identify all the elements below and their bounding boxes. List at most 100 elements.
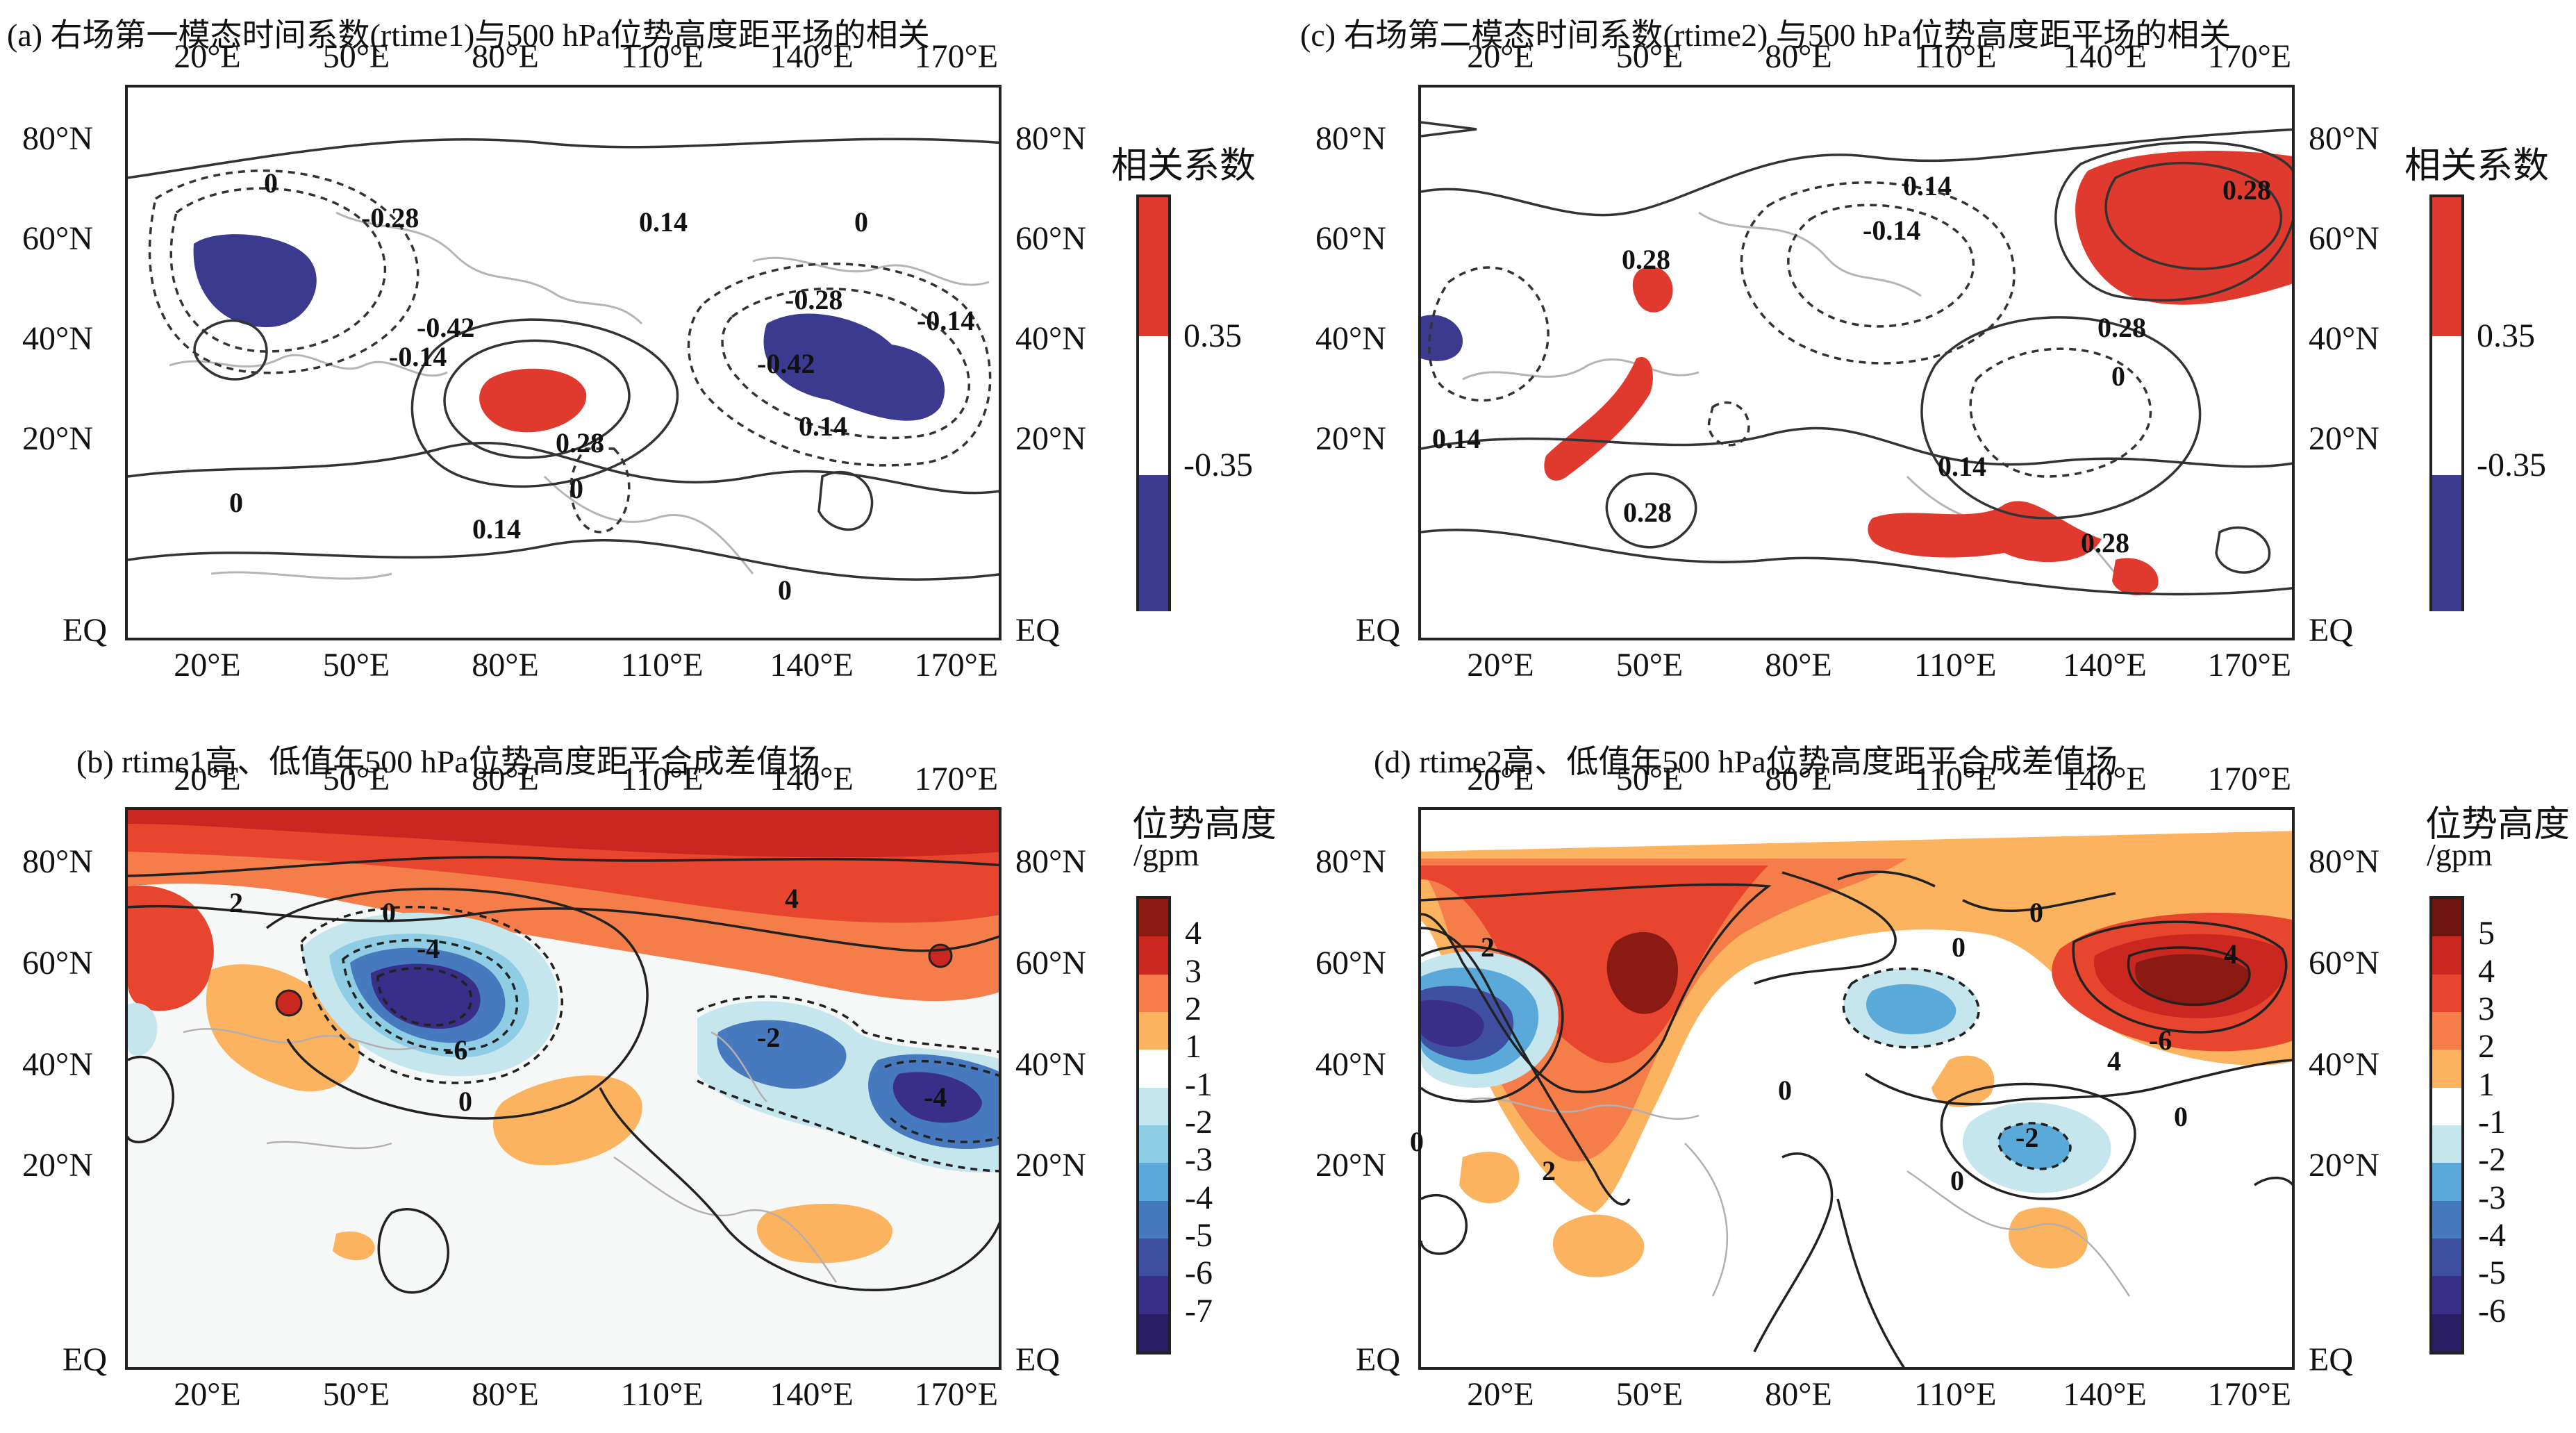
lat-tick-right: 20°N [1015, 420, 1086, 457]
lat-tick-right: 20°N [1015, 1147, 1086, 1184]
colorbar-label: -2 [2478, 1141, 2506, 1179]
colorbar-segment [2432, 1314, 2461, 1352]
colorbar-label: 2 [2478, 1028, 2495, 1066]
colorbar-segment [1139, 1314, 1168, 1352]
colorbar-segment [1139, 936, 1168, 975]
lon-tick-bottom: 50°E [322, 647, 390, 684]
contour-label: 4 [785, 883, 799, 914]
colorbar-label: -4 [2478, 1217, 2506, 1254]
contour-label: 0 [570, 473, 583, 504]
lon-tick-top: 20°E [174, 761, 241, 797]
contour-label: -0.28 [361, 202, 419, 233]
contour-label: 4 [2107, 1045, 2121, 1077]
lon-tick-bottom: 140°E [2063, 647, 2147, 684]
contour-label: 0 [1950, 1165, 1964, 1196]
panel-a-coastlines [169, 211, 990, 580]
lon-tick-bottom: 170°E [914, 1376, 999, 1413]
colorbar-segment [2432, 974, 2461, 1012]
lon-tick-top: 50°E [322, 38, 390, 75]
contour-label: 0 [382, 897, 396, 928]
contour-label: 2 [1542, 1155, 1556, 1186]
contour-label: 0.14 [1432, 423, 1481, 454]
contour-label: 2 [229, 887, 243, 918]
colorbar-segment [2432, 899, 2461, 937]
colorbar-label: 1 [2478, 1066, 2495, 1103]
lon-tick-bottom: 110°E [620, 647, 704, 684]
contour-label: -2 [757, 1022, 781, 1053]
contour-label: 0.14 [799, 411, 847, 442]
panel-a-colorbar [1136, 194, 1171, 611]
cbar-a-label-neg: -0.35 [1183, 447, 1253, 483]
lon-tick-top: 80°E [1765, 38, 1832, 75]
lon-tick-bottom: 140°E [2063, 1376, 2147, 1413]
colorbar-segment [1139, 1200, 1168, 1239]
lat-tick-left: 20°N [22, 1147, 93, 1184]
contour-label: 0 [2111, 361, 2125, 392]
colorbar-label: 1 [1185, 1028, 1202, 1066]
lon-tick-top: 110°E [1913, 761, 1997, 797]
panel-c-shading [1421, 151, 2292, 595]
colorbar-segment [2432, 1012, 2461, 1050]
lon-tick-top: 50°E [1615, 761, 1684, 797]
cbar-c-pos [2432, 197, 2461, 336]
contour-label: 0.28 [2081, 527, 2129, 558]
lon-tick-top: 110°E [620, 761, 704, 797]
contour-label: 0.14 [639, 206, 688, 238]
colorbar-label: -2 [1185, 1104, 1213, 1141]
colorbar-segment [2432, 1239, 2461, 1277]
panel-c-colorbar-title: 相关系数 [2404, 147, 2550, 186]
colorbar-segment [2432, 1200, 2461, 1239]
contour-label: 0 [854, 206, 868, 238]
colorbar-label: -1 [2478, 1104, 2506, 1141]
panel-b-colorbar-unit: /gpm [1133, 837, 1199, 872]
panel-c-map [1418, 85, 2295, 640]
cbar-c-label-neg: -0.35 [2477, 447, 2546, 483]
lon-tick-bottom: 140°E [770, 647, 854, 684]
panel-b-map [125, 807, 1002, 1370]
lat-tick-right: 40°N [2309, 1045, 2379, 1083]
contour-label: 0.28 [1622, 244, 1670, 275]
colorbar-segment [2432, 1276, 2461, 1314]
lon-tick-top: 20°E [174, 38, 241, 75]
panel-c-title: (c) 右场第二模态时间系数(rtime2) 与500 hPa位势高度距平场的相… [1300, 17, 2232, 53]
contour-label: 0 [778, 574, 792, 606]
lon-tick-top: 170°E [914, 761, 999, 797]
lat-tick-left: 80°N [22, 120, 93, 157]
lon-tick-top: 50°E [322, 761, 390, 797]
lon-tick-top: 140°E [770, 38, 854, 75]
lat-tick-left: 40°N [1315, 320, 1386, 357]
lat-tick-left: 60°N [1315, 944, 1386, 981]
contour-label: -0.28 [785, 284, 843, 315]
colorbar-label: -1 [1185, 1066, 1213, 1103]
colorbar-segment [1139, 1125, 1168, 1163]
lat-tick-right: 60°N [2309, 944, 2379, 981]
contour-label: 0.14 [1938, 451, 1986, 482]
colorbar-label: -5 [2478, 1254, 2506, 1292]
colorbar-label: -3 [1185, 1141, 1213, 1179]
colorbar-segment [1139, 1163, 1168, 1201]
lat-tick-left: 80°N [1315, 120, 1386, 157]
contour-label: 0 [264, 167, 278, 199]
panel-b-colorbar-title: 位势高度 [1132, 805, 1277, 845]
lon-tick-bottom: 170°E [914, 647, 999, 684]
lat-tick-right: 60°N [2309, 220, 2379, 257]
contour-label: 0.28 [2097, 312, 2146, 343]
cbar-a-label-pos: 0.35 [1183, 317, 1242, 354]
lat-tick-left: EQ [63, 612, 107, 649]
lat-tick-left: 20°N [22, 420, 93, 457]
contour-label: -6 [2149, 1025, 2172, 1056]
contour-label: -4 [417, 933, 440, 964]
panel-a-title: (a) 右场第一模态时间系数(rtime1)与500 hPa位势高度距平场的相关 [7, 17, 930, 53]
lat-tick-right: 60°N [1015, 944, 1086, 981]
lon-tick-top: 20°E [1467, 38, 1534, 75]
lon-tick-bottom: 110°E [1913, 647, 1997, 684]
contour-label: -2 [2016, 1122, 2039, 1153]
lon-tick-bottom: 140°E [770, 1376, 854, 1413]
lat-tick-left: EQ [1356, 612, 1400, 649]
colorbar-label: -6 [2478, 1292, 2506, 1330]
colorbar-segment [2432, 936, 2461, 975]
colorbar-label: -5 [1185, 1217, 1213, 1254]
colorbar-segment [1139, 899, 1168, 937]
lon-tick-top: 140°E [2063, 761, 2147, 797]
colorbar-segment [2432, 1050, 2461, 1088]
